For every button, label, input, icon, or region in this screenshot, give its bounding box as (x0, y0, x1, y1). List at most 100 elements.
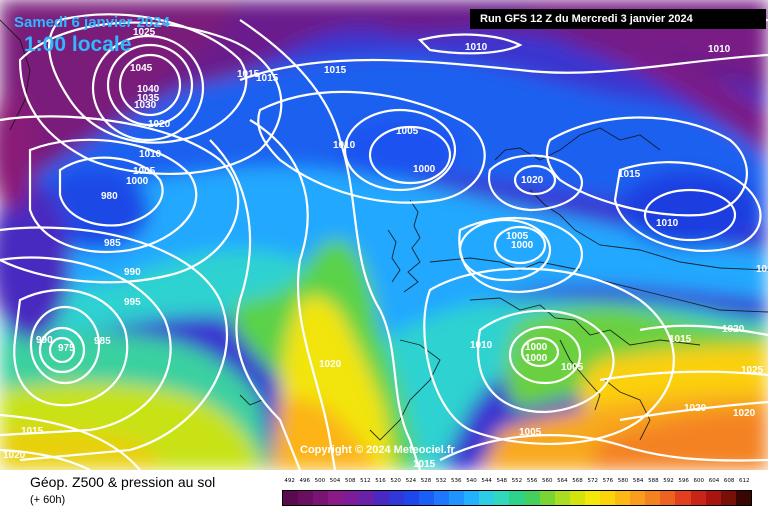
scale-swatch (509, 491, 525, 505)
pressure-label: 1010 (708, 44, 731, 55)
scale-swatch (630, 491, 646, 505)
pressure-label: 1025 (133, 27, 156, 38)
scale-tick-label: 496 (299, 478, 310, 484)
pressure-label: 1005 (506, 231, 529, 242)
scale-swatch (554, 491, 570, 505)
pressure-label: 1015 (324, 65, 347, 76)
scale-tick-label: 540 (466, 478, 477, 484)
pressure-label: 1000 (126, 176, 149, 187)
scale-swatch (433, 491, 450, 505)
pressure-label: 1045 (130, 63, 153, 74)
pressure-label: 1025 (741, 365, 764, 376)
scale-tick-label: 564 (557, 478, 568, 484)
scale-swatch (539, 491, 555, 505)
pressure-label: 1000 (525, 353, 548, 364)
pressure-label: 975 (58, 343, 75, 354)
scale-swatch (660, 491, 676, 505)
model-run-banner: Run GFS 12 Z du Mercredi 3 janvier 2024 (470, 9, 766, 29)
pressure-label: 1015 (237, 69, 260, 80)
map-graphic: 1025 1045 1040 1035 1030 1020 1015 1015 … (0, 0, 768, 470)
isobars (0, 8, 768, 470)
scale-swatch (403, 491, 419, 505)
scale-tick-label: 560 (541, 478, 553, 484)
pressure-label: 1010 (756, 264, 768, 275)
pressure-label: 1030 (134, 100, 157, 111)
scale-tick-label: 612 (739, 478, 750, 484)
scale-swatch (464, 491, 480, 505)
scale-swatch (524, 491, 540, 505)
pressure-label: 1000 (511, 240, 534, 251)
scale-tick-label: 556 (526, 478, 538, 484)
scale-tick-label: 576 (602, 478, 614, 484)
scale-tick-label: 592 (663, 478, 674, 484)
pressure-label: 1005 (519, 427, 542, 438)
pressure-label: 1020 (733, 408, 756, 419)
scale-swatch (479, 491, 495, 505)
pressure-label: 1010 (656, 218, 679, 229)
forecast-time: 1:00 locale (24, 33, 132, 56)
scale-swatch (735, 491, 751, 505)
scale-tick-label: 500 (314, 478, 326, 484)
pressure-label: 995 (124, 297, 141, 308)
scale-swatch (584, 491, 600, 505)
scale-swatch (388, 491, 404, 505)
color-scale: 492 496 500 504 508 512 516 520 524 528 532 536 540 5… (282, 478, 752, 508)
scale-tick-label: 584 (632, 478, 644, 484)
legend-subtitle: (+ 60h) (30, 494, 66, 506)
pressure-label: 1020 (3, 450, 26, 461)
scale-tick-label: 548 (496, 478, 508, 484)
pressure-label: 1010 (470, 340, 493, 351)
scale-swatch (569, 491, 585, 505)
pressure-label: 1020 (722, 324, 745, 335)
scale-tick-label: 568 (572, 478, 583, 484)
pressure-label: 1015 (618, 169, 641, 180)
pressure-label: 1010 (139, 149, 162, 160)
pressure-label: 1005 (396, 126, 419, 137)
scale-swatch (328, 491, 344, 505)
pressure-label: 1040 (137, 84, 160, 95)
scale-swatch (418, 491, 434, 505)
scale-tick-label: 600 (693, 478, 705, 484)
scale-tick-label: 504 (329, 478, 341, 484)
pressure-label: 1000 (413, 164, 436, 175)
scale-tick-label: 512 (360, 478, 371, 484)
pressure-label: 1020 (148, 119, 171, 130)
scale-tick-label: 580 (617, 478, 629, 484)
scale-tick-label: 572 (587, 478, 598, 484)
pressure-label: 1010 (465, 42, 488, 53)
pressure-label: 1005 (561, 362, 584, 373)
scale-swatch (343, 491, 359, 505)
scale-tick-label: 516 (375, 478, 386, 484)
scale-tick-label: 604 (708, 478, 720, 484)
weather-map: 1025 1045 1040 1035 1030 1020 1015 1015 … (0, 0, 768, 470)
copyright-notice: Copyright © 2024 Meteociel.fr (300, 444, 455, 456)
pressure-label: 985 (104, 238, 121, 249)
scale-swatch (449, 491, 465, 505)
scale-swatch (358, 491, 374, 505)
pressure-label: 1000 (525, 342, 548, 353)
pressure-label: 1020 (319, 359, 342, 370)
scale-tick-label: 544 (481, 478, 492, 484)
forecast-date: Samedi 6 janvier 2024 (14, 14, 170, 31)
scale-tick-label: 588 (648, 478, 659, 484)
scale-tick-label: 492 (284, 478, 295, 484)
pressure-label: 1020 (684, 403, 707, 414)
scale-swatch (615, 491, 631, 505)
scale-tick-label: 524 (405, 478, 417, 484)
pressure-label: 1020 (521, 175, 544, 186)
scale-tick-label: 608 (723, 478, 735, 484)
pressure-label: 980 (101, 191, 118, 202)
scale-swatch (645, 491, 661, 505)
scale-swatch (494, 491, 510, 505)
pressure-label: 1035 (137, 93, 160, 104)
pressure-label: 1015 (21, 426, 44, 437)
legend-title: Géop. Z500 & pression au sol (30, 474, 216, 490)
scale-swatch (373, 491, 389, 505)
pressure-label: 990 (36, 335, 53, 346)
pressure-labels: 1025 1045 1040 1035 1030 1020 1015 1015 … (3, 27, 768, 470)
pressure-label: 1015 (413, 459, 436, 470)
scale-tick-label: 508 (344, 478, 356, 484)
scale-tick-label: 536 (451, 478, 462, 484)
scale-tick-label: 528 (420, 478, 432, 484)
scale-swatch (705, 491, 721, 505)
